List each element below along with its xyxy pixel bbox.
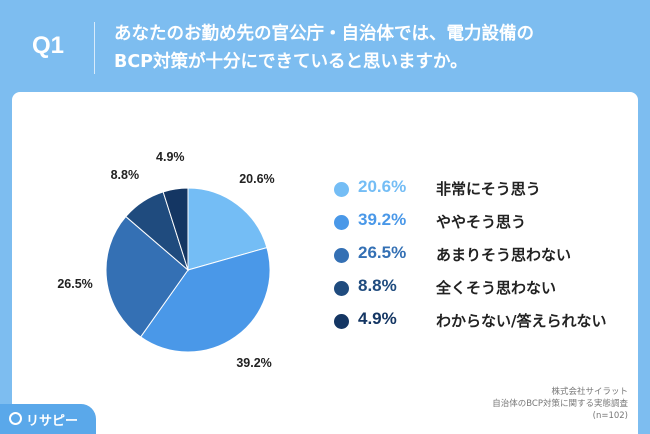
legend-item: 4.9% わからない/答えられない xyxy=(334,308,634,341)
pie-slice xyxy=(162,187,189,271)
legend-item: 8.8% 全くそう思わない xyxy=(334,275,634,308)
brand-logo: リサピー xyxy=(0,404,96,434)
legend-label: わからない/答えられない xyxy=(436,312,607,330)
question-number: Q1 xyxy=(32,32,65,59)
legend-swatch xyxy=(334,281,349,296)
logo-text: リサピー xyxy=(26,414,79,429)
pie-slice-label: 39.2% xyxy=(236,356,272,371)
source-survey: 自治体のBCP対策に関する実態調査 xyxy=(492,399,628,409)
legend-item: 20.6% 非常にそう思う xyxy=(334,176,634,209)
legend-percent: 8.8% xyxy=(358,276,397,295)
header: Q1 あなたのお勤め先の官公庁・自治体では、電力設備の BCP対策が十分にできて… xyxy=(0,0,650,92)
pie-slice xyxy=(105,215,189,338)
legend-label: 非常にそう思う xyxy=(436,180,541,198)
header-divider xyxy=(94,22,95,74)
source-company: 株式会社サイラット xyxy=(551,387,628,397)
legend-label: あまりそう思わない xyxy=(436,246,572,264)
question-text: あなたのお勤め先の官公庁・自治体では、電力設備の BCP対策が十分にできていると… xyxy=(114,20,624,76)
pie-slice-label: 4.9% xyxy=(156,150,185,165)
legend-percent: 4.9% xyxy=(358,309,397,328)
speech-bubble-icon xyxy=(9,412,22,425)
question-line-1: あなたのお勤め先の官公庁・自治体では、電力設備の xyxy=(114,24,534,44)
legend-swatch xyxy=(334,215,349,230)
legend-percent: 26.5% xyxy=(358,243,407,262)
source-sample-size: (n=102) xyxy=(592,411,628,421)
legend: 20.6% 非常にそう思う 39.2% ややそう思う 26.5% あまりそう思わない 8.8… xyxy=(334,176,634,341)
legend-item: 26.5% あまりそう思わない xyxy=(334,242,634,275)
pie-slice-label: 20.6% xyxy=(239,172,275,187)
legend-percent: 39.2% xyxy=(358,210,407,229)
pie-slice xyxy=(139,247,271,353)
source-note: 株式会社サイラット 自治体のBCP対策に関する実態調査 (n=102) xyxy=(492,386,628,422)
legend-label: ややそう思う xyxy=(436,213,527,231)
legend-swatch xyxy=(334,248,349,263)
legend-swatch xyxy=(334,314,349,329)
pie-slice xyxy=(187,187,268,271)
pie-slice-label: 26.5% xyxy=(57,276,93,291)
legend-percent: 20.6% xyxy=(358,177,407,196)
legend-label: 全くそう思わない xyxy=(436,279,557,297)
legend-item: 39.2% ややそう思う xyxy=(334,209,634,242)
pie-slice-label: 8.8% xyxy=(110,167,140,182)
legend-swatch xyxy=(334,182,349,197)
question-line-2: BCP対策が十分にできていると思いますか。 xyxy=(114,52,468,72)
